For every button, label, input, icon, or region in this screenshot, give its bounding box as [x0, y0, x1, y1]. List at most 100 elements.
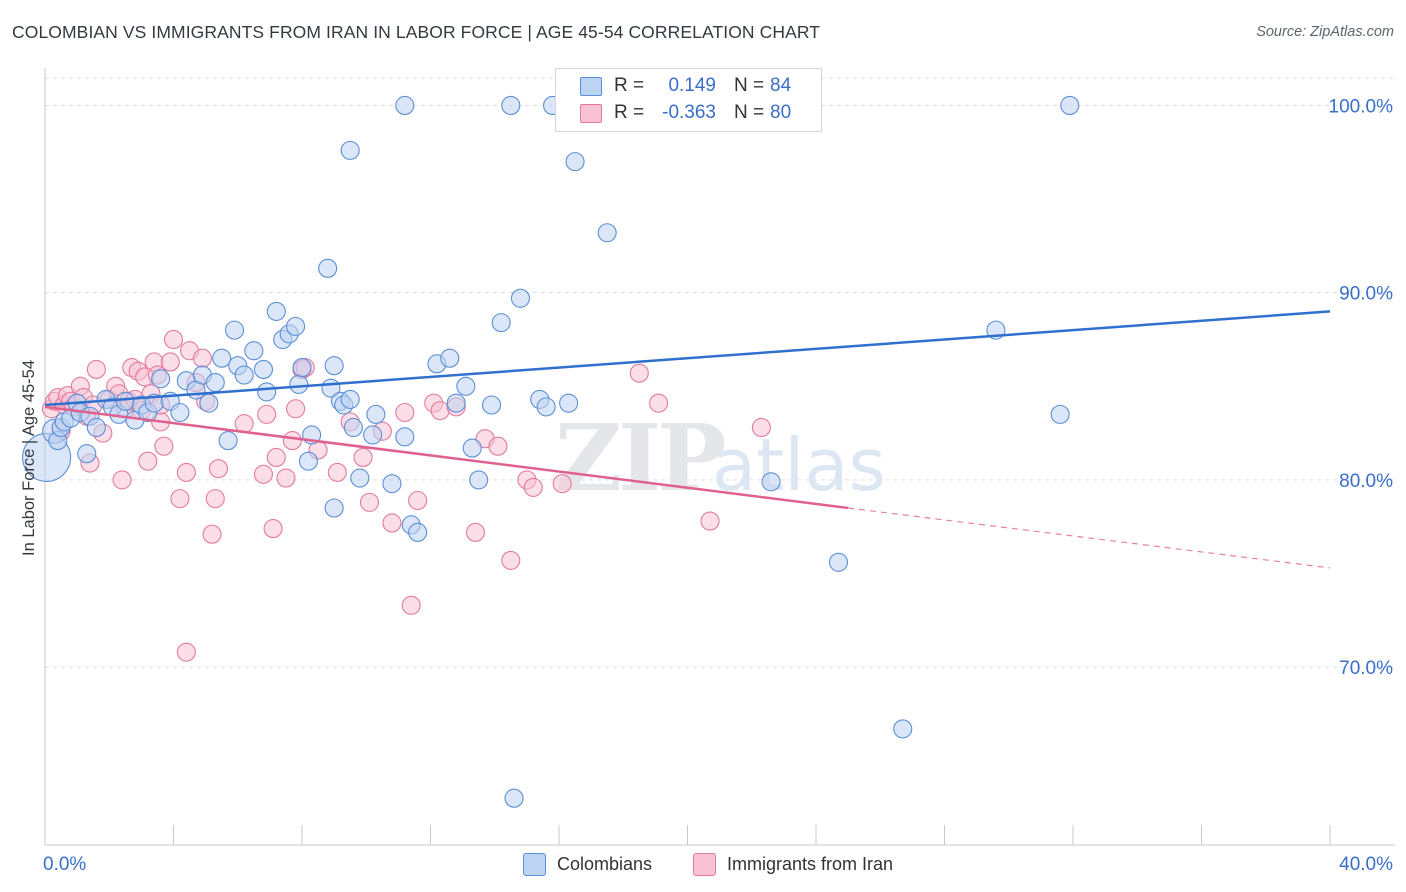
colombians-swatch [580, 77, 602, 96]
colombian-point [340, 140, 360, 160]
colombian-point [1060, 95, 1080, 115]
legend-row-colombians: R = 0.149 N = 84 [556, 73, 821, 99]
iran-point [154, 436, 174, 456]
colombian-point [565, 152, 585, 172]
y-tick-label: 100.0% [1329, 96, 1394, 117]
colombian-point [501, 95, 521, 115]
iran-point [112, 470, 132, 490]
legend-label-colombians: Colombians [557, 854, 653, 874]
iran-trend-extension [848, 507, 1331, 569]
colombian-point [324, 498, 344, 518]
iran-point [253, 464, 274, 484]
iran-point [276, 468, 296, 488]
n-label: N = [734, 102, 765, 123]
colombian-point [893, 719, 913, 739]
colombian-point [234, 365, 254, 385]
iran-swatch [580, 104, 602, 123]
iran-point [465, 522, 486, 542]
colombian-point [440, 348, 460, 368]
iran-point [86, 359, 106, 379]
iran-point [552, 474, 572, 494]
colombian-point [366, 404, 386, 424]
iran-point [176, 642, 196, 662]
iran-point [649, 393, 669, 413]
colombian-point [536, 397, 556, 417]
iran-point [401, 595, 421, 615]
iran-point [700, 511, 720, 531]
colombian-point [199, 393, 219, 413]
colombian-point [77, 444, 97, 464]
x-tick-label-min: 0.0% [43, 854, 86, 875]
colombian-point [382, 474, 402, 494]
colombian-point [761, 472, 781, 492]
y-tick-label: 70.0% [1339, 658, 1393, 679]
iran-point [629, 363, 649, 383]
colombian-point [408, 522, 428, 542]
x-tick-label-max: 40.0% [1339, 854, 1393, 875]
colombian-point [510, 288, 531, 308]
iran-point [257, 404, 277, 424]
iran-swatch [693, 853, 716, 876]
colombian-point [244, 341, 264, 361]
iran-point [282, 431, 302, 451]
y-tick-label: 90.0% [1339, 284, 1393, 305]
colombian-point [318, 258, 338, 278]
source-label: Source: ZipAtlas.com [1256, 24, 1394, 40]
n-value: 80 [770, 102, 792, 123]
colombian-point [218, 431, 238, 451]
colombians-swatch [523, 853, 546, 876]
colombian-point [504, 788, 524, 808]
correlation-legend: R = 0.149 N = 84 R = -0.363 N = 80 [555, 68, 822, 132]
colombian-point [1050, 404, 1070, 424]
iran-point [353, 447, 373, 467]
axis-labels: 70.0% 80.0% 90.0% 100.0% 0.0% 40.0% In Labor F… [20, 96, 1393, 875]
watermark-text: ZIP [555, 404, 724, 512]
r-label: R = [614, 75, 645, 96]
iran-point [359, 492, 380, 512]
colombian-point [559, 393, 579, 413]
iran-point [488, 436, 508, 456]
iran-point [138, 451, 158, 471]
n-value: 84 [770, 75, 792, 96]
r-label: R = [614, 102, 645, 123]
trend-lines [44, 310, 1331, 569]
legend-row-iran: R = -0.363 N = 80 [556, 100, 821, 126]
y-axis-title: In Labor Force | Age 45-54 [20, 360, 38, 556]
colombian-point [292, 358, 312, 378]
colombian-point [205, 372, 225, 393]
colombian-point [462, 438, 482, 458]
colombian-point [115, 391, 135, 411]
colombian-point [324, 356, 344, 376]
iran-point [327, 462, 347, 482]
iran-point [176, 462, 196, 482]
colombian-point [212, 348, 232, 368]
iran-point [263, 519, 283, 539]
iran-point [430, 401, 450, 421]
iran-point [208, 459, 229, 479]
colombian-point [481, 395, 502, 415]
colombian-point [350, 468, 370, 488]
iran-point [205, 489, 225, 509]
iran-point [286, 399, 306, 419]
colombian-point [395, 95, 415, 115]
colombian-point [224, 320, 245, 340]
colombian-point [86, 417, 106, 438]
colombian-point [456, 376, 476, 396]
iran-point [170, 489, 190, 509]
colombian-point [446, 393, 466, 413]
iran-point [501, 550, 521, 570]
colombian-point [298, 451, 318, 471]
colombian-point [170, 402, 190, 423]
r-value: 0.149 [668, 75, 716, 96]
iran-point [266, 447, 286, 467]
iran-point [163, 329, 184, 350]
series-legend: Colombians Immigrants from Iran [0, 850, 1406, 878]
iran-point [202, 524, 222, 544]
chart-title: COLOMBIAN VS IMMIGRANTS FROM IRAN IN LAB… [12, 22, 821, 42]
colombian-point [343, 417, 363, 438]
colombian-point [597, 223, 617, 243]
iran-point [395, 402, 415, 423]
colombian-point [286, 316, 306, 336]
